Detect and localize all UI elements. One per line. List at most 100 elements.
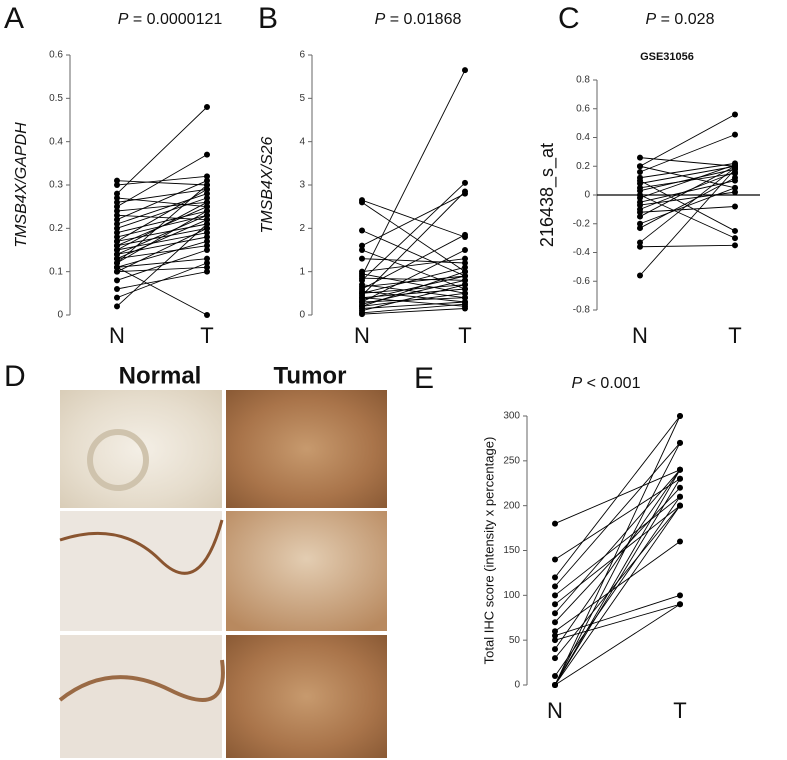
pair-line [116,201,208,212]
y-tick-label: 0.4 [576,132,590,143]
y-tick-label: 150 [503,545,520,556]
point [552,673,558,680]
pair-line [361,303,466,314]
point [114,225,120,232]
point [114,182,120,188]
point [462,286,468,292]
point [677,466,683,473]
point [637,194,643,201]
y-tick-label: 1 [299,266,305,277]
pair-line [116,197,208,229]
pair-line [361,69,466,277]
point [204,177,210,184]
point [462,67,468,74]
pair-line [361,199,466,238]
point [359,242,365,249]
point [637,169,643,175]
tissue-detail [59,519,224,575]
pair-line [639,165,736,217]
point [204,208,210,214]
pair-line [116,154,208,208]
pair-line [361,301,466,309]
pair-line [639,244,736,248]
point [359,311,365,318]
pair-line [116,201,208,251]
point [637,243,643,250]
point [114,242,120,249]
y-tick-label: 0.1 [49,266,63,277]
y-tick-label: 0.6 [576,103,590,114]
x-tick-label: N [632,323,648,348]
point [637,225,643,232]
pair-line [554,478,681,686]
point [462,281,468,288]
point [114,268,120,275]
panel-letter: E [414,362,434,395]
pair-line [639,167,736,243]
point [637,209,643,216]
p-value: P = 0.0000121 [118,11,223,28]
pair-line [116,219,208,260]
y-tick-label: 0.5 [49,93,63,104]
pair-line [116,210,208,264]
point [637,213,643,220]
point [732,203,738,210]
point [677,439,683,446]
point [204,260,210,266]
point [114,208,120,214]
pair-line [639,168,736,192]
y-tick-label: 2 [299,223,305,234]
pair-line [361,308,466,315]
pair-line [116,245,208,260]
point [114,264,120,271]
point [677,538,683,545]
x-tick-label: T [200,323,213,348]
point [204,151,210,158]
pair-line [116,180,208,221]
point [552,655,558,662]
point [552,520,558,527]
x-tick-label: N [547,698,563,723]
pair-line [361,230,466,277]
point [732,174,738,181]
pair-line [639,194,736,239]
pair-line [116,197,208,208]
y-tick-label: 0.6 [49,50,63,61]
pair-line [361,249,466,290]
point [637,239,643,246]
pair-line [116,262,208,299]
point [462,188,468,195]
pair-line [361,201,466,273]
point [552,632,558,639]
point [114,251,120,258]
y-tick-label: -0.6 [573,276,591,287]
point [462,268,468,275]
pair-line [639,187,736,225]
point [204,212,210,219]
pair-line [361,258,466,273]
point [462,247,468,253]
pair-line [554,442,681,686]
pair-line [639,162,736,179]
x-tick-label: T [458,323,471,348]
x-tick-label: T [673,698,686,723]
point [462,264,468,271]
pair-line [361,284,466,312]
point [114,294,120,301]
point [114,234,120,240]
pair-line [116,266,208,273]
pair-line [639,168,736,276]
p-text: < 0.001 [587,375,641,392]
y-tick-label: 0.3 [49,180,63,191]
pair-line [361,271,466,307]
pair-line [116,188,208,203]
point [637,272,643,279]
micrograph [226,635,387,758]
point [204,268,210,275]
y-tick-label: 5 [299,93,305,104]
point [114,255,120,262]
point [462,255,468,262]
point [114,277,120,284]
point [637,202,643,209]
